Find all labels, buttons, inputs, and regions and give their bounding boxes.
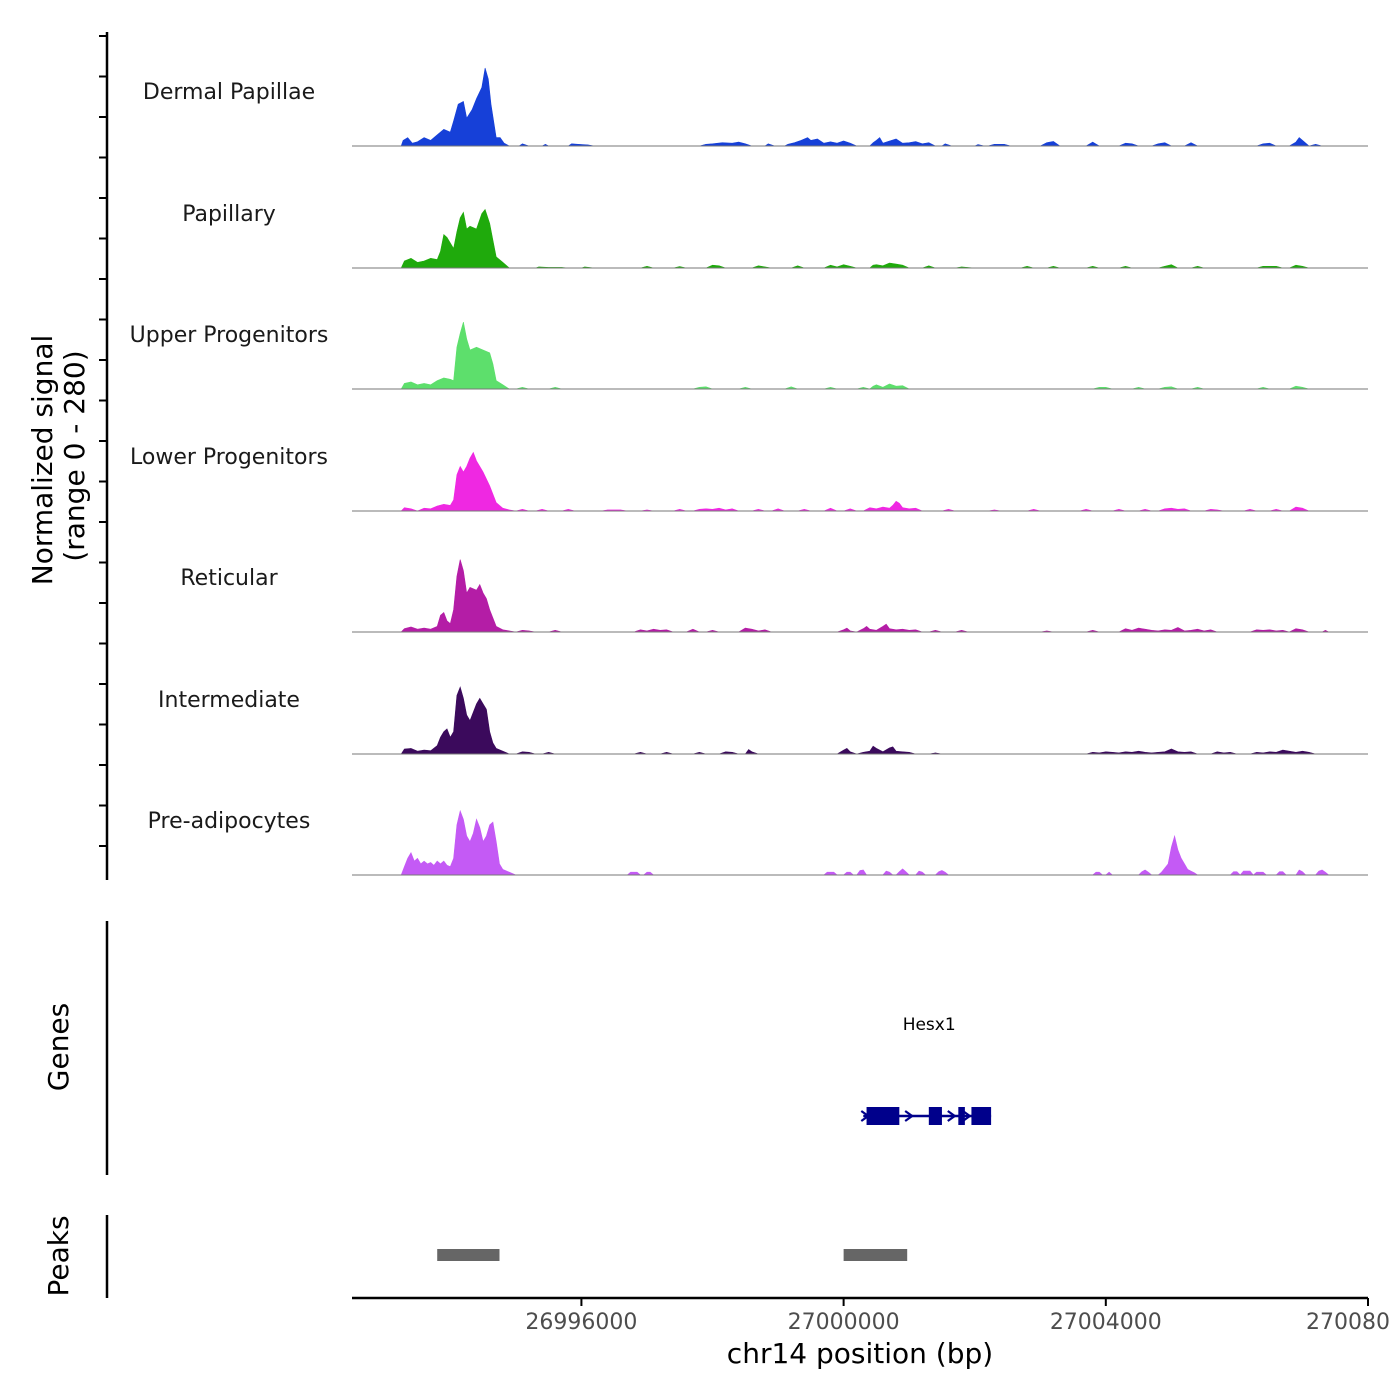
signal-area — [400, 451, 1310, 512]
gene-track: Hesx1 — [860, 1015, 992, 1125]
x-axis: 26996000 27000000 27004000 270080 — [525, 1298, 1390, 1335]
signal-area — [400, 208, 1310, 269]
x-axis-title: chr14 position (bp) — [727, 1337, 993, 1370]
genes-axis-title: Genes — [42, 1003, 75, 1091]
track-reticular: Reticular — [180, 559, 1368, 633]
track-label: Papillary — [182, 202, 276, 227]
peak-region — [843, 1249, 908, 1261]
track-upper-progenitors: Upper Progenitors — [130, 322, 1368, 390]
signal-area — [400, 322, 1310, 390]
track-label: Intermediate — [158, 688, 300, 713]
y-axis-subtitle: (range 0 - 280) — [58, 350, 91, 561]
x-tick-label: 27000000 — [788, 1310, 900, 1335]
gene-label: Hesx1 — [903, 1015, 956, 1035]
track-papillary: Papillary — [182, 202, 1368, 269]
signal-area — [400, 559, 1329, 633]
track-label: Lower Progenitors — [130, 445, 328, 470]
track-dermal-papillae: Dermal Papillae — [143, 67, 1368, 147]
signal-y-ticks — [99, 35, 107, 847]
signal-tracks: Dermal Papillae Papillary Upper Progenitor… — [130, 67, 1368, 876]
gene-exon — [928, 1107, 942, 1125]
signal-area — [400, 809, 1330, 876]
track-label: Reticular — [180, 566, 278, 591]
x-tick-label: 270080 — [1306, 1310, 1390, 1335]
track-label: Dermal Papillae — [143, 80, 315, 105]
strand-arrow — [962, 1110, 972, 1122]
x-tick-label: 27004000 — [1050, 1310, 1162, 1335]
track-intermediate: Intermediate — [158, 686, 1368, 755]
signal-area — [400, 686, 1316, 755]
track-pre-adipocytes: Pre-adipocytes — [148, 809, 1368, 876]
peaks-axis-title: Peaks — [42, 1215, 75, 1296]
strand-arrow — [904, 1110, 915, 1122]
peak-track — [437, 1249, 908, 1261]
gene-exon — [958, 1107, 965, 1125]
track-lower-progenitors: Lower Progenitors — [130, 445, 1368, 512]
gene-exon — [971, 1107, 992, 1125]
gene-exon — [866, 1107, 900, 1125]
gene-hesx1: Hesx1 — [860, 1015, 992, 1125]
track-label: Pre-adipocytes — [148, 809, 311, 834]
signal-area — [400, 67, 1323, 147]
x-tick-label: 26996000 — [525, 1310, 637, 1335]
peak-region — [437, 1249, 500, 1261]
strand-arrow — [947, 1110, 957, 1122]
y-axis-title: Normalized signal — [26, 335, 59, 586]
track-label: Upper Progenitors — [130, 323, 329, 348]
